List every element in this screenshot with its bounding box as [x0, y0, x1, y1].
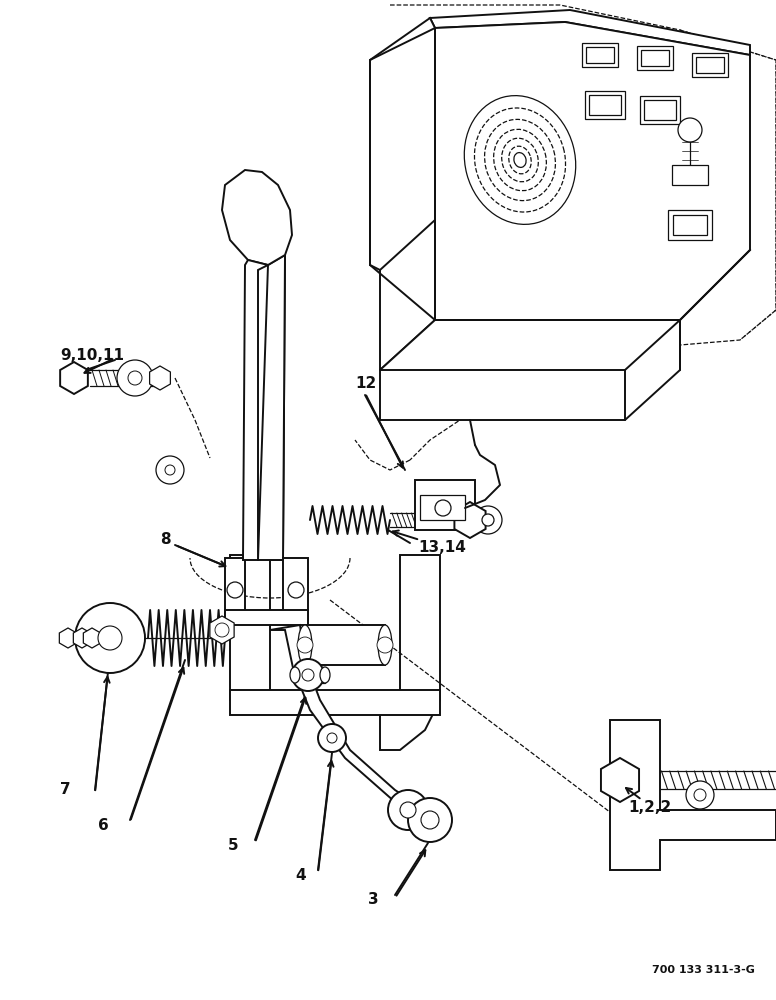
- Circle shape: [165, 465, 175, 475]
- Circle shape: [435, 500, 451, 516]
- Circle shape: [292, 659, 324, 691]
- Circle shape: [327, 733, 337, 743]
- Ellipse shape: [378, 625, 392, 665]
- Circle shape: [227, 582, 243, 598]
- Circle shape: [318, 724, 346, 752]
- Polygon shape: [74, 628, 91, 648]
- Ellipse shape: [320, 667, 330, 683]
- Text: 5: 5: [228, 838, 239, 852]
- Polygon shape: [610, 720, 776, 870]
- Bar: [640, 96, 680, 124]
- Text: 9,10,11: 9,10,11: [60, 348, 124, 362]
- Bar: [295, 667, 325, 683]
- Polygon shape: [601, 758, 639, 802]
- Circle shape: [288, 582, 304, 598]
- Circle shape: [388, 790, 428, 830]
- Circle shape: [297, 637, 313, 653]
- Text: 700 133 311-3-G: 700 133 311-3-G: [652, 965, 755, 975]
- Polygon shape: [59, 628, 77, 648]
- Circle shape: [156, 456, 184, 484]
- Circle shape: [694, 789, 706, 801]
- Bar: [586, 47, 614, 63]
- Bar: [668, 210, 712, 240]
- Text: 4: 4: [295, 867, 306, 882]
- Polygon shape: [380, 320, 680, 420]
- Polygon shape: [230, 555, 270, 700]
- Bar: [672, 165, 708, 185]
- Ellipse shape: [514, 153, 526, 167]
- Polygon shape: [420, 495, 465, 520]
- Polygon shape: [61, 362, 88, 394]
- Text: 3: 3: [368, 892, 379, 908]
- Circle shape: [75, 603, 145, 673]
- Polygon shape: [435, 22, 750, 320]
- Circle shape: [408, 798, 452, 842]
- Polygon shape: [415, 480, 475, 530]
- Bar: [692, 53, 728, 77]
- Circle shape: [400, 802, 416, 818]
- Text: 12: 12: [355, 375, 376, 390]
- Bar: [582, 43, 618, 67]
- Text: 1,2,2: 1,2,2: [628, 800, 671, 816]
- Polygon shape: [83, 628, 101, 648]
- Polygon shape: [225, 558, 245, 620]
- Polygon shape: [210, 616, 234, 644]
- Ellipse shape: [464, 96, 576, 224]
- Circle shape: [421, 811, 439, 829]
- Bar: [589, 95, 621, 115]
- Polygon shape: [222, 170, 292, 265]
- Polygon shape: [230, 690, 440, 715]
- Polygon shape: [455, 502, 486, 538]
- Circle shape: [128, 371, 142, 385]
- Bar: [696, 57, 724, 73]
- Bar: [673, 215, 707, 235]
- Polygon shape: [258, 255, 285, 560]
- Polygon shape: [430, 10, 750, 55]
- Circle shape: [686, 781, 714, 809]
- Circle shape: [482, 514, 494, 526]
- Polygon shape: [380, 555, 440, 750]
- Text: 6: 6: [98, 818, 109, 832]
- Bar: [644, 100, 676, 120]
- Bar: [585, 91, 625, 119]
- Circle shape: [377, 637, 393, 653]
- Circle shape: [678, 118, 702, 142]
- Polygon shape: [225, 610, 308, 625]
- Circle shape: [215, 623, 229, 637]
- Circle shape: [117, 360, 153, 396]
- Circle shape: [474, 506, 502, 534]
- Ellipse shape: [298, 625, 312, 665]
- Bar: [637, 46, 673, 70]
- Polygon shape: [150, 366, 171, 390]
- Polygon shape: [243, 260, 268, 560]
- Circle shape: [302, 669, 314, 681]
- Polygon shape: [270, 625, 415, 812]
- Text: 13,14: 13,14: [418, 540, 466, 556]
- Text: 8: 8: [160, 532, 171, 548]
- Polygon shape: [370, 18, 435, 270]
- Polygon shape: [283, 558, 308, 620]
- Text: 7: 7: [60, 782, 71, 798]
- Bar: [641, 50, 669, 66]
- Ellipse shape: [290, 667, 300, 683]
- Circle shape: [98, 626, 122, 650]
- Bar: [305, 625, 385, 665]
